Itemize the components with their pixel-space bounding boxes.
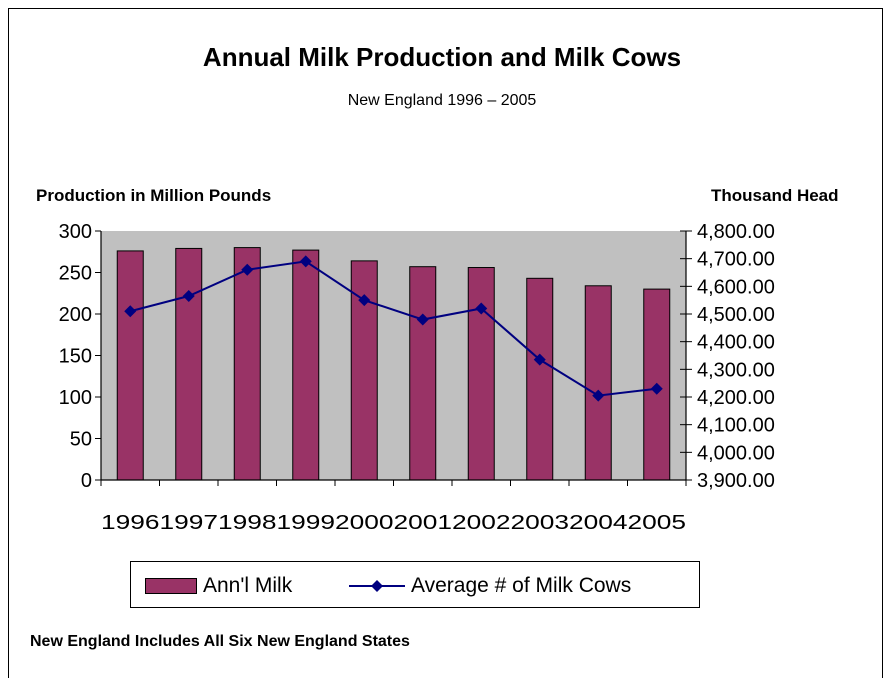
- chart-title: Annual Milk Production and Milk Cows: [202, 42, 682, 72]
- x-tick-label-1997: 1997: [160, 512, 219, 534]
- left-tick-label-50: 50: [70, 429, 92, 451]
- left-tick-label-0: 0: [81, 470, 92, 492]
- legend: Ann'l Milk Average # of Milk Cows: [130, 561, 700, 608]
- footnote: New England Includes All Six New England…: [30, 633, 410, 650]
- chart-subtitle: New England 1996 – 2005: [347, 92, 537, 109]
- legend-line-swatch: [349, 579, 405, 592]
- left-tick-label-250: 250: [59, 263, 92, 285]
- legend-label-milk: Ann'l Milk: [203, 573, 293, 597]
- right-tick-label-4,800.00: 4,800.00: [697, 221, 775, 243]
- cows-point-2003: [533, 353, 546, 366]
- cows-point-2004: [592, 389, 605, 402]
- cows-point-2002: [475, 302, 488, 315]
- bar-1999: [292, 249, 320, 481]
- x-tick-label-2003: 2003: [511, 512, 570, 534]
- left-tick-label-150: 150: [59, 346, 92, 368]
- right-tick-label-4,500.00: 4,500.00: [697, 304, 775, 326]
- x-tick-label-1999: 1999: [277, 512, 336, 534]
- right-tick-label-3,900.00: 3,900.00: [697, 470, 775, 492]
- bar-2003: [526, 277, 554, 481]
- x-tick-label-2002: 2002: [452, 512, 511, 534]
- cows-point-2000: [358, 294, 371, 307]
- left-axis-label: Production in Million Pounds: [36, 186, 272, 205]
- left-tick-label-200: 200: [59, 304, 92, 326]
- right-tick-label-4,400.00: 4,400.00: [697, 332, 775, 354]
- cows-line: [129, 260, 657, 397]
- bar-1998: [233, 247, 261, 481]
- right-tick-label-4,600.00: 4,600.00: [697, 276, 775, 298]
- legend-item-milk: Ann'l Milk: [145, 562, 292, 609]
- left-tick-label-100: 100: [59, 387, 92, 409]
- cows-point-2001: [416, 313, 429, 326]
- legend-bar-swatch: [145, 577, 197, 594]
- right-tick-label-4,200.00: 4,200.00: [697, 387, 775, 409]
- bar-1996: [116, 250, 144, 481]
- x-tick-label-1996: 1996: [101, 512, 160, 534]
- right-tick-label-4,300.00: 4,300.00: [697, 359, 775, 381]
- left-tick-label-300: 300: [59, 221, 92, 243]
- x-tick-label-2000: 2000: [335, 512, 394, 534]
- cows-point-1996: [124, 305, 137, 318]
- bar-2001: [409, 266, 437, 481]
- right-tick-label-4,000.00: 4,000.00: [697, 442, 775, 464]
- right-tick-label-4,700.00: 4,700.00: [697, 249, 775, 271]
- bar-2002: [467, 267, 495, 481]
- cows-point-1999: [299, 255, 312, 268]
- legend-label-cows: Average # of Milk Cows: [411, 573, 632, 597]
- cows-point-1997: [182, 290, 195, 303]
- bar-1997: [175, 247, 203, 481]
- chart-frame: [8, 8, 883, 678]
- x-tick-label-2005: 2005: [628, 512, 687, 534]
- x-tick-label-2004: 2004: [569, 512, 628, 534]
- x-tick-label-2001: 2001: [394, 512, 453, 534]
- right-tick-label-4,100.00: 4,100.00: [697, 415, 775, 437]
- bar-2004: [584, 285, 612, 481]
- cows-point-1998: [241, 263, 254, 276]
- x-tick-label-1998: 1998: [218, 512, 277, 534]
- legend-item-cows: Average # of Milk Cows: [347, 562, 631, 609]
- cows-point-2005: [650, 382, 663, 395]
- right-axis-label: Thousand Head: [711, 186, 839, 205]
